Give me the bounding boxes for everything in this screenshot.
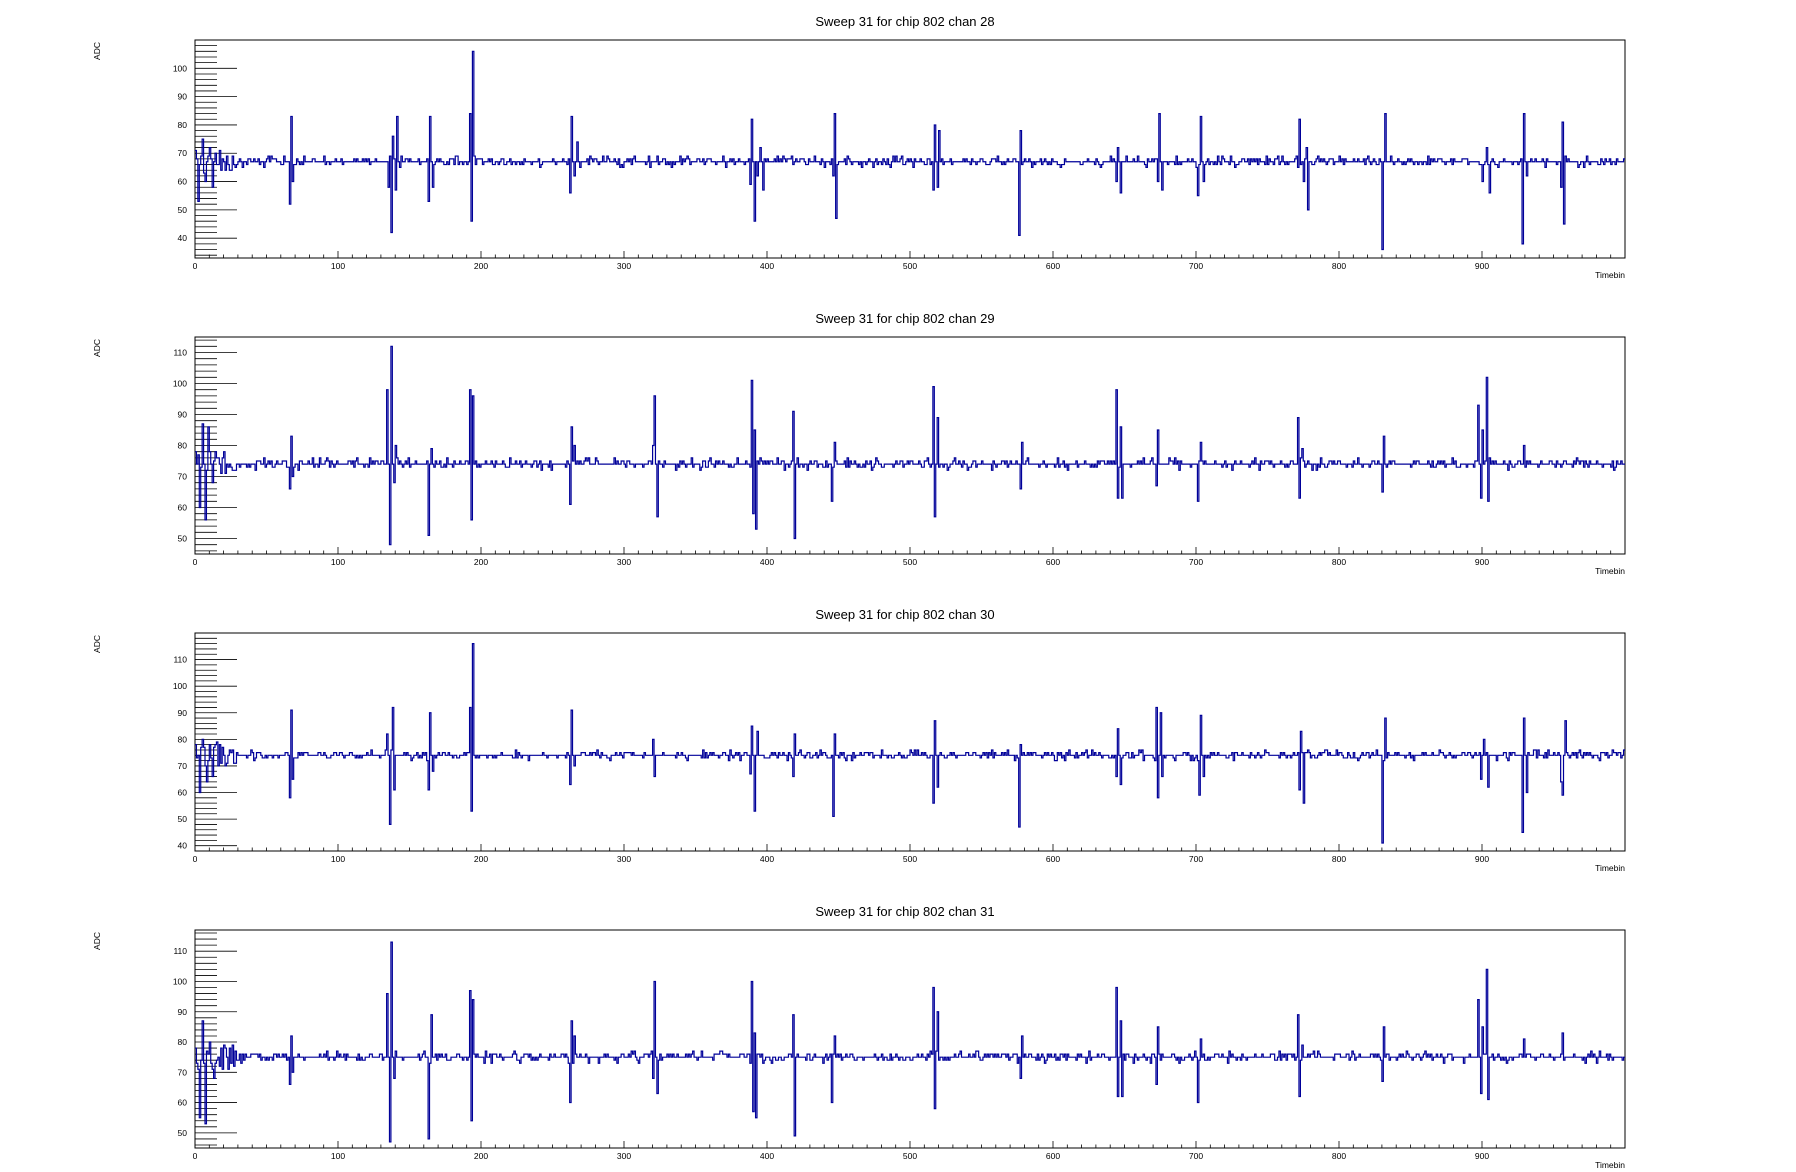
- x-tick-label: 600: [1046, 261, 1060, 271]
- y-axis-label: ADC: [92, 339, 102, 357]
- y-tick-label: 90: [178, 1007, 188, 1017]
- x-axis-label: Timebin: [1595, 270, 1625, 280]
- x-tick-label: 400: [760, 1151, 774, 1161]
- x-tick-label: 400: [760, 557, 774, 567]
- y-tick-label: 70: [178, 761, 188, 771]
- x-tick-label: 700: [1189, 557, 1203, 567]
- y-tick-label: 80: [178, 120, 188, 130]
- x-tick-label: 800: [1332, 1151, 1346, 1161]
- waveform-series: [195, 941, 1625, 1143]
- y-tick-label: 110: [173, 348, 187, 358]
- y-tick-label: 50: [178, 205, 188, 215]
- y-tick-label: 110: [173, 655, 187, 665]
- y-tick-label: 60: [178, 1098, 188, 1108]
- x-tick-label: 100: [331, 854, 345, 864]
- x-tick-label: 100: [331, 557, 345, 567]
- x-tick-label: 0: [193, 1151, 198, 1161]
- y-axis-label: ADC: [92, 635, 102, 653]
- x-tick-label: 100: [331, 261, 345, 271]
- chart-title: Sweep 31 for chip 802 chan 28: [815, 14, 994, 29]
- x-tick-label: 600: [1046, 557, 1060, 567]
- plot-frame: [194, 929, 1626, 1149]
- y-tick-label: 50: [178, 534, 188, 544]
- y-tick-label: 70: [178, 148, 188, 158]
- x-tick-label: 100: [331, 1151, 345, 1161]
- y-tick-label: 70: [178, 1067, 188, 1077]
- x-tick-label: 0: [193, 557, 198, 567]
- x-tick-label: 200: [474, 854, 488, 864]
- y-tick-label: 90: [178, 92, 188, 102]
- x-tick-label: 800: [1332, 557, 1346, 567]
- y-tick-label: 60: [178, 177, 188, 187]
- chart-title: Sweep 31 for chip 802 chan 30: [815, 607, 994, 622]
- waveform-series: [195, 50, 1625, 251]
- y-tick-label: 90: [178, 708, 188, 718]
- x-axis-label: Timebin: [1595, 863, 1625, 873]
- x-axis-label: Timebin: [1595, 1160, 1625, 1170]
- x-tick-label: 500: [903, 1151, 917, 1161]
- y-tick-label: 80: [178, 734, 188, 744]
- x-tick-label: 900: [1475, 261, 1489, 271]
- waveform-series: [195, 345, 1625, 546]
- x-tick-label: 800: [1332, 854, 1346, 864]
- x-tick-label: 600: [1046, 854, 1060, 864]
- y-tick-label: 100: [173, 681, 187, 691]
- x-tick-label: 700: [1189, 1151, 1203, 1161]
- y-tick-label: 70: [178, 472, 188, 482]
- plot-frame: [194, 39, 1626, 259]
- x-tick-label: 900: [1475, 557, 1489, 567]
- x-tick-label: 300: [617, 261, 631, 271]
- x-tick-label: 500: [903, 557, 917, 567]
- x-tick-label: 200: [474, 557, 488, 567]
- waveform-series: [195, 643, 1625, 844]
- y-tick-label: 50: [178, 814, 188, 824]
- x-axis-label: Timebin: [1595, 566, 1625, 576]
- chart-panel-4: Sweep 31 for chip 802 chan 31 Timebin ADC 0…: [92, 904, 1626, 1170]
- x-tick-label: 200: [474, 1151, 488, 1161]
- y-tick-label: 80: [178, 441, 188, 451]
- x-tick-label: 500: [903, 261, 917, 271]
- x-tick-label: 900: [1475, 1151, 1489, 1161]
- plot-frame: [194, 632, 1626, 852]
- y-tick-label: 50: [178, 1128, 188, 1138]
- chart-panel-3: Sweep 31 for chip 802 chan 30 Timebin ADC 0…: [92, 607, 1626, 873]
- x-tick-label: 300: [617, 1151, 631, 1161]
- x-tick-label: 300: [617, 854, 631, 864]
- chart-panel-1: Sweep 31 for chip 802 chan 28 Timebin ADC 0…: [92, 14, 1626, 280]
- y-tick-label: 60: [178, 503, 188, 513]
- x-tick-label: 900: [1475, 854, 1489, 864]
- x-tick-label: 400: [760, 854, 774, 864]
- x-tick-label: 800: [1332, 261, 1346, 271]
- y-tick-label: 40: [178, 233, 188, 243]
- plot-frame: [194, 336, 1626, 555]
- y-tick-label: 60: [178, 788, 188, 798]
- x-tick-label: 0: [193, 854, 198, 864]
- y-tick-label: 100: [173, 63, 187, 73]
- y-tick-label: 80: [178, 1037, 188, 1047]
- chart-title: Sweep 31 for chip 802 chan 31: [815, 904, 994, 919]
- x-tick-label: 600: [1046, 1151, 1060, 1161]
- x-tick-label: 200: [474, 261, 488, 271]
- y-tick-label: 40: [178, 841, 188, 851]
- y-tick-label: 100: [173, 379, 187, 389]
- y-axis-label: ADC: [92, 932, 102, 950]
- x-tick-label: 500: [903, 854, 917, 864]
- x-tick-label: 0: [193, 261, 198, 271]
- y-axis-label: ADC: [92, 42, 102, 60]
- y-tick-label: 100: [173, 976, 187, 986]
- x-tick-label: 300: [617, 557, 631, 567]
- y-tick-label: 110: [173, 946, 187, 956]
- chart-title: Sweep 31 for chip 802 chan 29: [815, 311, 994, 326]
- chart-panel-2: Sweep 31 for chip 802 chan 29 Timebin ADC 0…: [92, 311, 1626, 576]
- x-tick-label: 400: [760, 261, 774, 271]
- x-tick-label: 700: [1189, 854, 1203, 864]
- y-tick-label: 90: [178, 410, 188, 420]
- x-tick-label: 700: [1189, 261, 1203, 271]
